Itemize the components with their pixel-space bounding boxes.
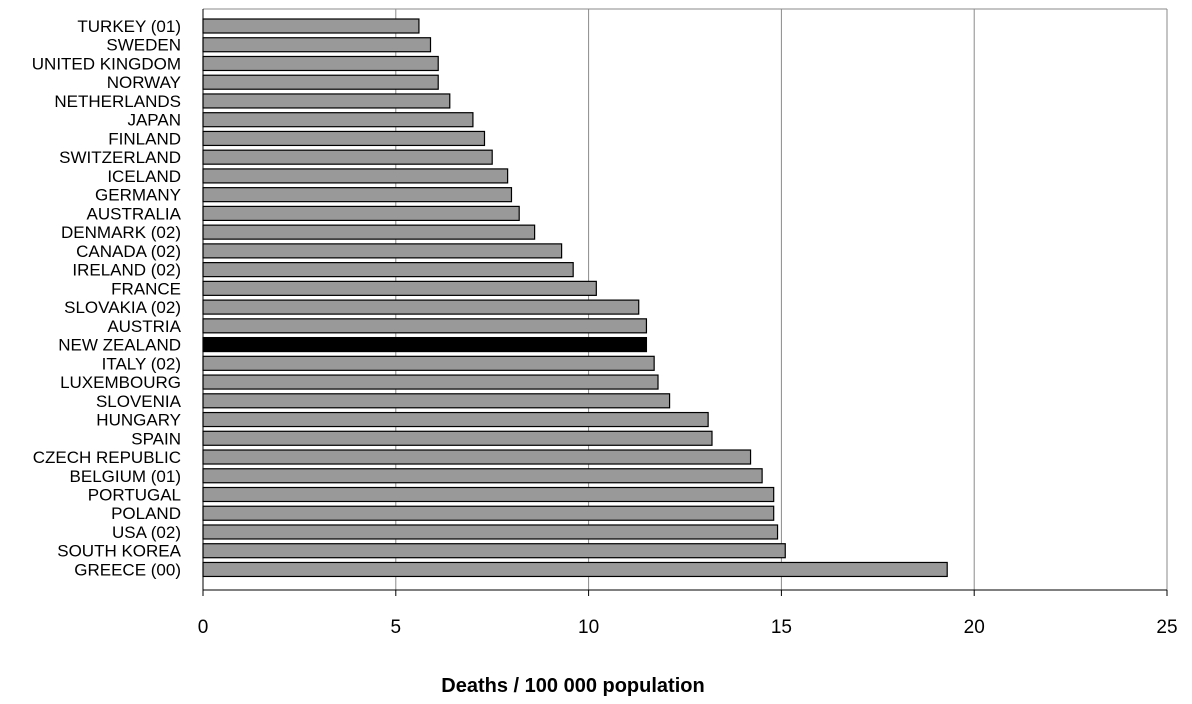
- category-label: LUXEMBOURG: [60, 373, 181, 392]
- category-label: USA (02): [112, 523, 181, 542]
- bar-layer: [203, 19, 947, 576]
- bar: [203, 300, 639, 314]
- category-label: CZECH REPUBLIC: [33, 448, 181, 467]
- bar: [203, 38, 431, 52]
- bar: [203, 544, 785, 558]
- bar: [203, 469, 762, 483]
- category-label: IRELAND (02): [72, 261, 181, 280]
- bar: [203, 263, 573, 277]
- bar: [203, 394, 670, 408]
- bar: [203, 338, 646, 352]
- bar: [203, 169, 508, 183]
- x-tick-label: 10: [578, 617, 599, 638]
- category-label: AUSTRIA: [107, 317, 181, 336]
- category-label: NEW ZEALAND: [58, 336, 181, 355]
- category-label: HUNGARY: [96, 411, 181, 430]
- category-label: NETHERLANDS: [54, 92, 181, 111]
- x-tick-label: 20: [964, 617, 985, 638]
- bar: [203, 94, 450, 108]
- x-axis-title: Deaths / 100 000 population: [441, 675, 704, 697]
- bar: [203, 450, 751, 464]
- x-tick-label: 25: [1156, 617, 1177, 638]
- category-label: DENMARK (02): [61, 223, 181, 242]
- category-label: CANADA (02): [76, 242, 181, 261]
- bar: [203, 488, 774, 502]
- bar: [203, 319, 646, 333]
- category-label: ICELAND: [107, 167, 181, 186]
- bar: [203, 431, 712, 445]
- category-label: SPAIN: [131, 429, 181, 448]
- bar: [203, 356, 654, 370]
- bar: [203, 244, 562, 258]
- category-label: JAPAN: [127, 111, 181, 130]
- bar: [203, 206, 519, 220]
- bar: [203, 413, 708, 427]
- category-label: AUSTRALIA: [87, 204, 182, 223]
- bar: [203, 131, 484, 145]
- category-label: SLOVAKIA (02): [64, 298, 181, 317]
- bar: [203, 375, 658, 389]
- category-label: TURKEY (01): [77, 17, 181, 36]
- grid-layer: [396, 9, 974, 590]
- category-label: FINLAND: [108, 129, 181, 148]
- bar: [203, 188, 511, 202]
- category-label: GERMANY: [95, 186, 181, 205]
- category-label: SLOVENIA: [96, 392, 182, 411]
- bar: [203, 525, 778, 539]
- bar: [203, 56, 438, 70]
- x-tick-label: 0: [198, 617, 209, 638]
- bar: [203, 150, 492, 164]
- x-tick-label: 5: [391, 617, 402, 638]
- category-label: NORWAY: [107, 73, 181, 92]
- category-label: GREECE (00): [74, 560, 181, 579]
- bar: [203, 506, 774, 520]
- category-label: SWEDEN: [106, 36, 181, 55]
- category-label: SWITZERLAND: [59, 148, 181, 167]
- bar: [203, 75, 438, 89]
- bar: [203, 281, 596, 295]
- category-label: SOUTH KOREA: [57, 542, 181, 561]
- category-label: FRANCE: [111, 279, 181, 298]
- category-label: BELGIUM (01): [70, 467, 181, 486]
- bar: [203, 113, 473, 127]
- category-label: POLAND: [111, 504, 181, 523]
- tick-label-layer: 0 5 10 15 20 25: [198, 617, 1178, 638]
- category-label: ITALY (02): [102, 354, 181, 373]
- bar: [203, 225, 535, 239]
- bar: [203, 19, 419, 33]
- bar: [203, 562, 947, 576]
- x-tick-label: 15: [771, 617, 792, 638]
- category-label: UNITED KINGDOM: [32, 54, 181, 73]
- category-label: PORTUGAL: [88, 486, 181, 505]
